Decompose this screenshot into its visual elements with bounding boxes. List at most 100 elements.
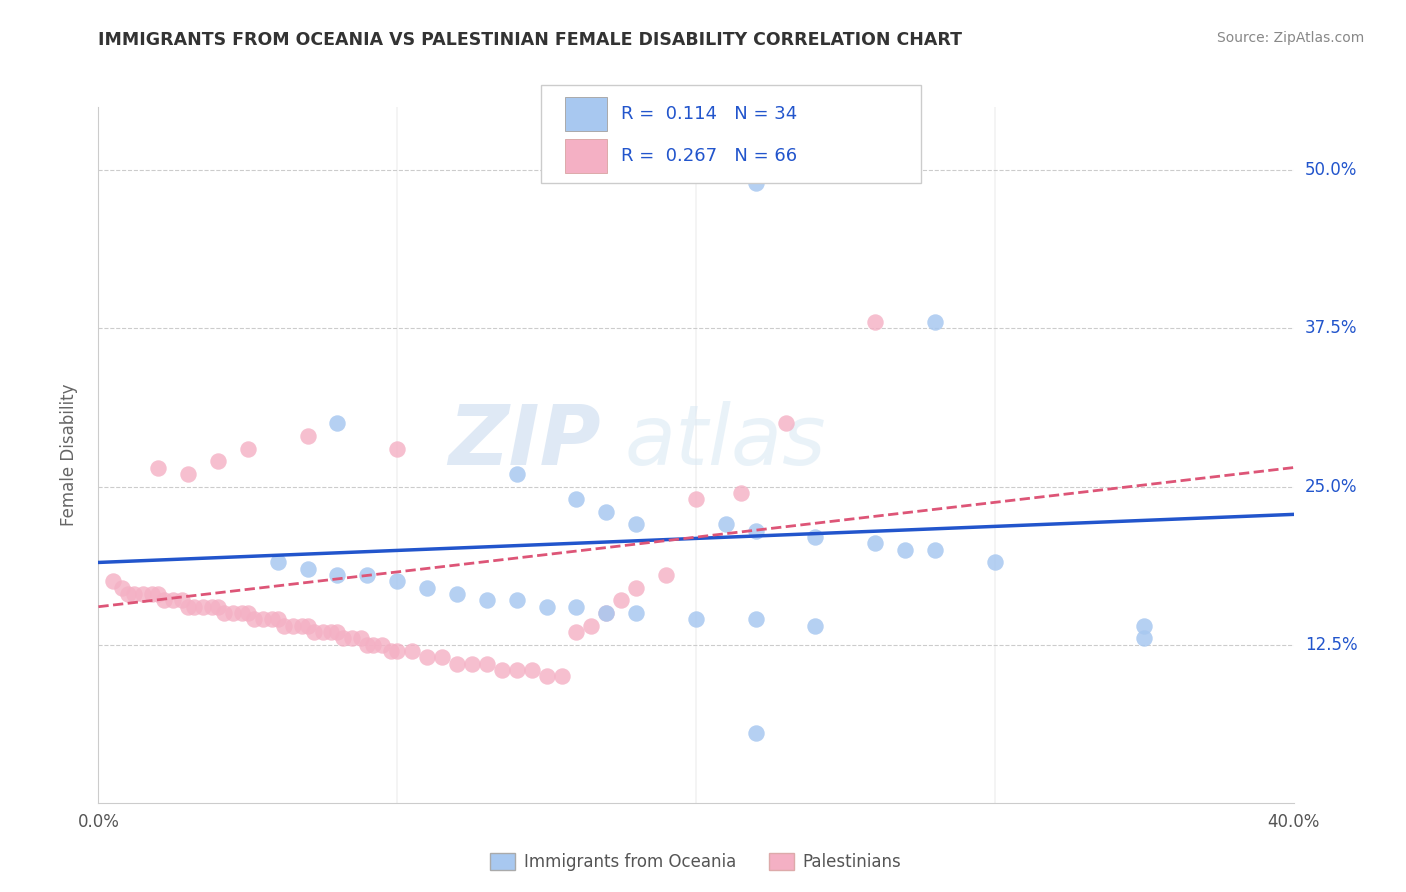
Point [311,625,333,640]
Point [297,618,319,632]
Point [148,460,170,475]
Point [685,492,707,507]
Point [371,638,394,652]
Point [506,663,529,677]
Point [342,632,364,646]
Y-axis label: Female Disability: Female Disability [59,384,77,526]
Point [172,593,194,607]
Text: R =  0.114   N = 34: R = 0.114 N = 34 [621,105,797,123]
Point [191,599,214,614]
Text: 50.0%: 50.0% [1305,161,1357,179]
Text: IMMIGRANTS FROM OCEANIA VS PALESTINIAN FEMALE DISABILITY CORRELATION CHART: IMMIGRANTS FROM OCEANIA VS PALESTINIAN F… [98,31,963,49]
Point [745,524,768,538]
Point [1133,632,1156,646]
Point [475,593,498,607]
Point [565,492,588,507]
Point [380,644,402,658]
Point [281,618,304,632]
Point [565,599,588,614]
Point [177,599,200,614]
Point [804,530,827,544]
Point [595,505,617,519]
Point [236,606,259,620]
Point [520,663,543,677]
Point [983,556,1005,570]
Point [685,612,707,626]
Point [148,587,170,601]
Point [132,587,155,601]
Point [356,638,378,652]
Point [924,542,946,557]
Point [231,606,253,620]
Text: ZIP: ZIP [447,401,600,482]
Legend: Immigrants from Oceania, Palestinians: Immigrants from Oceania, Palestinians [484,847,908,878]
Point [385,574,409,589]
Point [297,562,319,576]
Point [491,663,513,677]
Point [332,632,354,646]
Text: 37.5%: 37.5% [1305,319,1357,337]
Text: Source: ZipAtlas.com: Source: ZipAtlas.com [1216,31,1364,45]
Point [177,467,200,481]
Point [207,454,229,468]
Point [655,568,678,582]
Point [536,669,558,683]
Point [461,657,484,671]
Point [430,650,453,665]
Point [730,486,752,500]
Point [103,574,125,589]
Point [302,625,325,640]
Point [536,599,558,614]
Point [506,593,529,607]
Point [207,599,229,614]
Text: 25.0%: 25.0% [1305,477,1357,496]
Text: R =  0.267   N = 66: R = 0.267 N = 66 [621,147,797,165]
Point [326,625,349,640]
Point [111,581,134,595]
Point [775,417,797,431]
Point [356,568,378,582]
Point [924,315,946,329]
Point [1133,618,1156,632]
Point [273,618,295,632]
Point [804,618,827,632]
Point [624,517,647,532]
Point [363,638,385,652]
Point [153,593,176,607]
Point [865,536,887,550]
Point [446,657,468,671]
Point [326,417,349,431]
Point [416,650,439,665]
Point [416,581,439,595]
Point [624,581,647,595]
Point [267,556,290,570]
Point [624,606,647,620]
Point [243,612,266,626]
Point [350,632,373,646]
Point [865,315,887,329]
Point [267,612,290,626]
Point [401,644,423,658]
Point [385,442,409,456]
Text: 12.5%: 12.5% [1305,636,1357,654]
Point [894,542,917,557]
Point [183,599,205,614]
Point [201,599,224,614]
Point [595,606,617,620]
Point [222,606,245,620]
Point [446,587,468,601]
Text: atlas: atlas [624,401,825,482]
Point [745,176,768,190]
Point [475,657,498,671]
Point [252,612,274,626]
Point [124,587,146,601]
Point [236,442,259,456]
Point [745,726,768,740]
Point [565,625,588,640]
Point [297,429,319,443]
Point [141,587,163,601]
Point [326,568,349,582]
Point [506,467,529,481]
Point [745,612,768,626]
Point [595,606,617,620]
